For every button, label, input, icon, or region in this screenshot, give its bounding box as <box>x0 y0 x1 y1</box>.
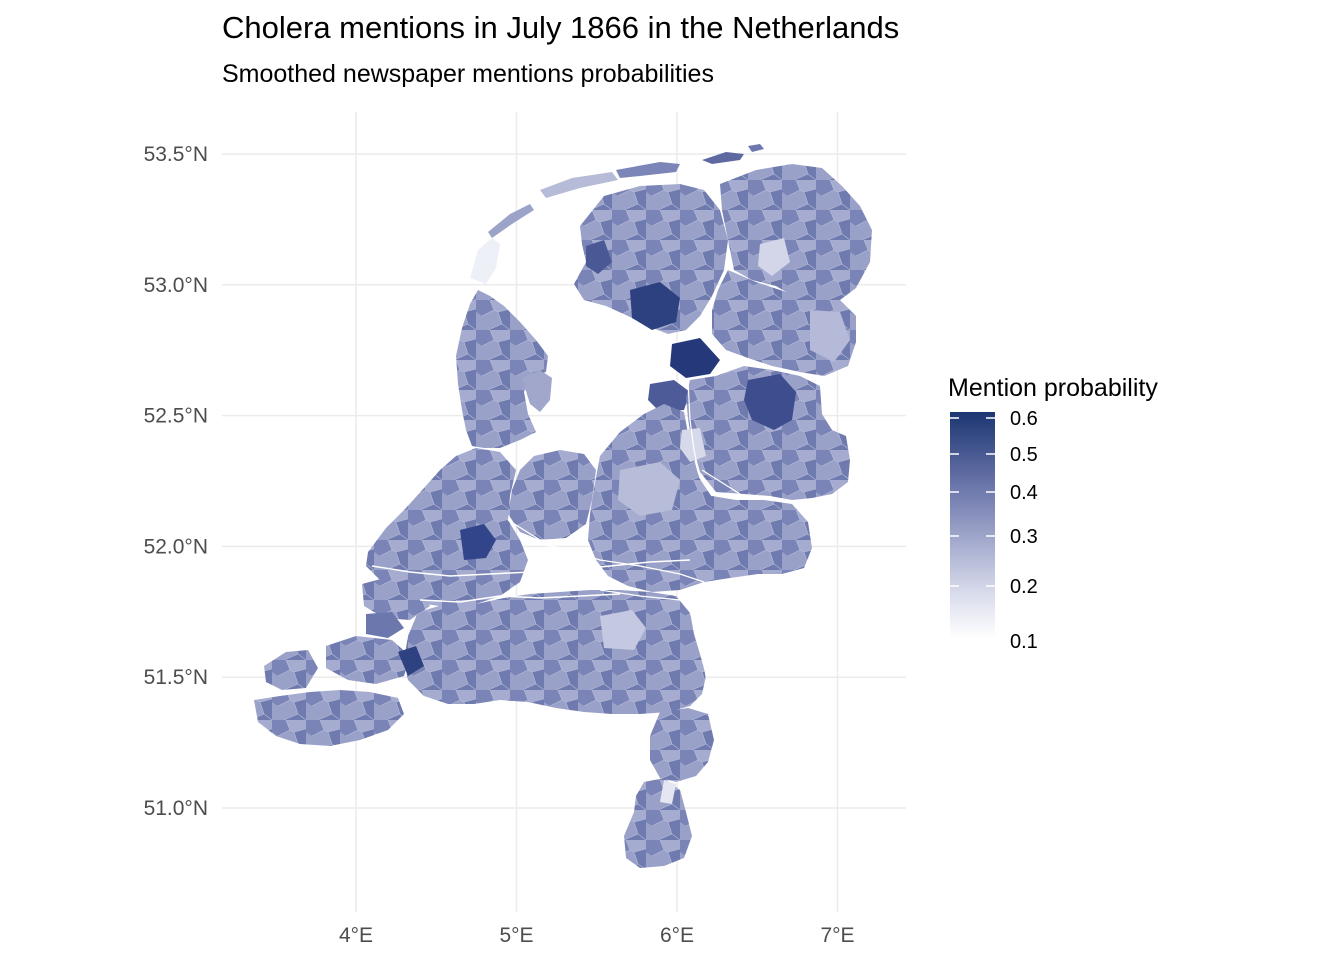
legend: Mention probability 0.6 0.5 0.4 0.3 0.2 0.1 <box>948 374 1158 653</box>
y-axis-tick-labels: 53.5°N 53.0°N 52.5°N 52.0°N 51.5°N 51.0°N <box>144 143 208 820</box>
region-north-overijssel-dark <box>670 338 720 378</box>
legend-tick-label: 0.2 <box>1010 576 1038 598</box>
region-limburg-north <box>650 708 714 782</box>
x-tick-label: 7°E <box>820 924 854 947</box>
legend-tick-label: 0.4 <box>1010 482 1038 504</box>
region-zeeland-tholen <box>366 612 404 638</box>
region-gelderland-light <box>618 462 680 516</box>
island-schiermonnikoog <box>702 152 744 164</box>
y-tick-label: 53.5°N <box>144 143 208 166</box>
region-friesland-dark-patch <box>630 282 680 330</box>
region-gelderland <box>588 404 812 592</box>
legend-title: Mention probability <box>948 374 1158 402</box>
x-tick-label: 4°E <box>339 924 373 947</box>
map-title: Cholera mentions in July 1866 in the Net… <box>222 10 900 45</box>
river-lines <box>371 559 691 603</box>
legend-tick-label: 0.5 <box>1010 444 1038 466</box>
region-kampen <box>648 380 690 412</box>
region-zeeland-beveland <box>326 636 410 684</box>
region-limburg-light <box>660 780 676 804</box>
region-friesland-patch-2 <box>586 240 612 274</box>
island-rottum <box>748 144 764 152</box>
island-terschelling <box>540 172 618 198</box>
y-tick-label: 52.5°N <box>144 405 208 428</box>
region-north-brabant <box>404 590 706 714</box>
region-limburg-south <box>624 778 692 868</box>
region-friesland <box>574 184 728 334</box>
x-tick-label: 6°E <box>660 924 694 947</box>
region-zeeland-walcheren <box>264 650 318 690</box>
legend-tick-label: 0.3 <box>1010 526 1038 548</box>
region-brabant-light <box>600 610 646 650</box>
region-groningen <box>720 164 872 308</box>
legend-tick-marks: 0.6 0.5 0.4 0.3 0.2 0.1 <box>950 408 1038 653</box>
island-texel <box>470 238 500 284</box>
region-zeeuws-vlaanderen <box>254 690 404 746</box>
legend-tick-label: 0.1 <box>1010 631 1038 653</box>
region-overijssel <box>686 366 850 500</box>
y-tick-label: 51.5°N <box>144 666 208 689</box>
map-subtitle: Smoothed newspaper mentions probabilitie… <box>222 60 714 88</box>
y-tick-label: 53.0°N <box>144 274 208 297</box>
y-tick-label: 52.0°N <box>144 535 208 558</box>
region-north-holland <box>456 290 548 448</box>
netherlands-map-regions <box>254 144 872 868</box>
region-south-holland-dark <box>460 524 496 560</box>
x-axis-tick-labels: 4°E 5°E 6°E 7°E <box>339 924 855 947</box>
region-overijssel-dark <box>744 374 796 430</box>
legend-colorbar <box>950 412 995 638</box>
region-south-holland <box>366 448 528 608</box>
province-borders <box>507 379 741 715</box>
region-zeeland-schouwen <box>362 576 430 620</box>
region-groningen-light <box>758 238 790 276</box>
region-north-holland-east <box>522 370 552 412</box>
island-ameland <box>616 162 680 178</box>
island-vlieland <box>488 204 534 238</box>
y-tick-label: 51.0°N <box>144 797 208 820</box>
legend-tick-label: 0.6 <box>1010 408 1038 430</box>
x-tick-label: 5°E <box>499 924 533 947</box>
region-drenthe-light <box>810 310 850 362</box>
region-brabant-dark <box>398 646 424 676</box>
region-utrecht <box>508 450 596 540</box>
